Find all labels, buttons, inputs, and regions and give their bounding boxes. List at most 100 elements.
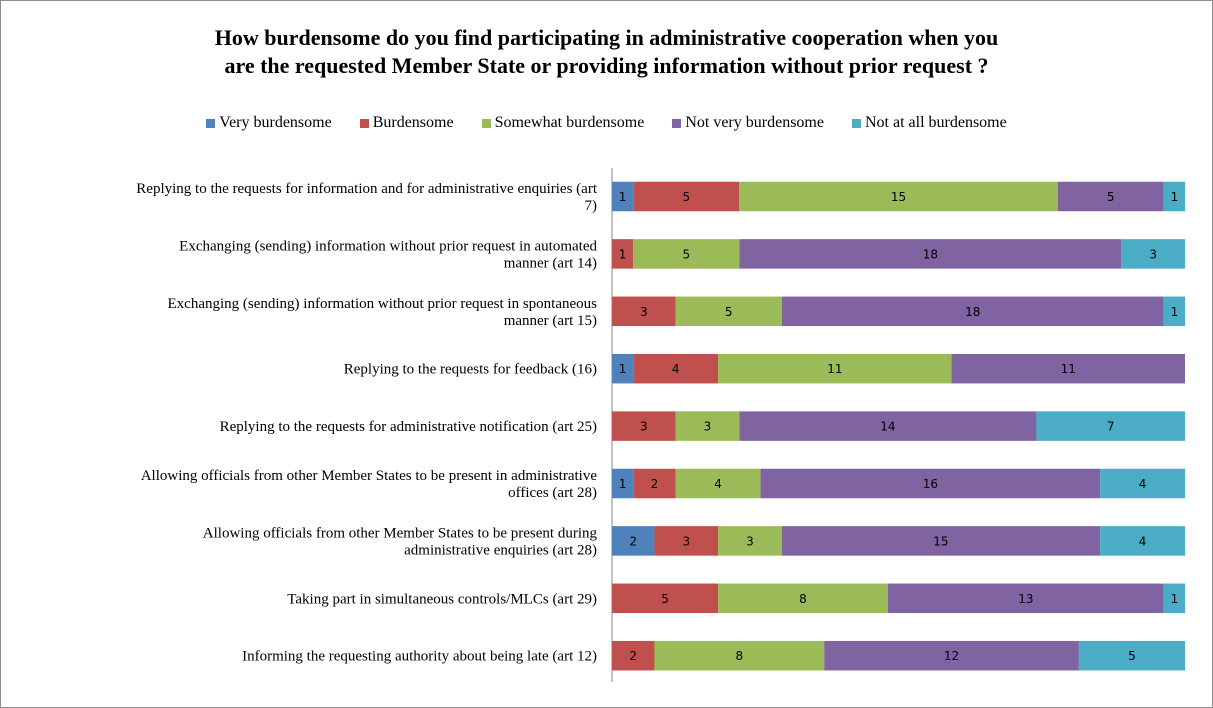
bar-segment <box>675 296 782 327</box>
bar-segment <box>718 353 952 384</box>
chart-title: How burdensome do you find participating… <box>60 24 1153 80</box>
data-label: 18 <box>965 305 980 319</box>
category-label-line: manner (art 14) <box>504 255 597 271</box>
category-label-line: Allowing officials from other Member Sta… <box>203 525 598 541</box>
legend-label: Not very burdensome <box>685 114 824 131</box>
category-label: Allowing officials from other Member Sta… <box>141 468 598 501</box>
data-label: 4 <box>714 477 722 491</box>
category-label-line: Taking part in simultaneous controls/MLC… <box>287 591 597 607</box>
category-label-line: Replying to the requests for feedback (1… <box>344 362 597 378</box>
bar-segment <box>612 640 655 671</box>
data-label: 8 <box>736 649 744 663</box>
bar-segment <box>760 468 1101 499</box>
data-label: 1 <box>1171 592 1179 606</box>
bar-segment <box>675 468 761 499</box>
bar-segment <box>612 526 655 556</box>
data-label: 1 <box>1171 305 1179 319</box>
bar-segment <box>612 411 676 441</box>
category-label-line: Exchanging (sending) information without… <box>179 238 597 254</box>
data-label: 5 <box>725 305 733 319</box>
data-label: 15 <box>891 190 906 204</box>
chart-title-line-2: are the requested Member State or provid… <box>224 53 989 78</box>
legend-label: Not at all burdensome <box>864 114 1007 131</box>
bar-segment <box>1078 640 1185 671</box>
category-label-line: offices (art 28) <box>508 485 597 501</box>
data-label: 5 <box>661 592 669 606</box>
legend-swatch <box>672 118 682 128</box>
legend-item-not-very-burdensome: Not very burdensome <box>672 114 824 132</box>
data-label: 2 <box>629 534 637 548</box>
bar-segment <box>739 239 1122 269</box>
bar-segment <box>1057 181 1164 212</box>
legend-item-not-at-all-burdensome: Not at all burdensome <box>851 114 1007 132</box>
data-label: 1 <box>619 362 627 376</box>
data-label: 3 <box>746 534 754 548</box>
data-label: 4 <box>672 362 680 376</box>
bar-segment <box>633 468 676 499</box>
legend-item-very-burdensome: Very burdensome <box>206 114 332 132</box>
bar-segment <box>654 640 825 671</box>
bar-segment <box>633 239 740 269</box>
legend-item-burdensome: Burdensome <box>359 114 454 132</box>
bar-segment <box>1100 468 1185 499</box>
bar-segment <box>612 583 719 614</box>
bar-segment <box>1121 239 1185 269</box>
data-label: 1 <box>1171 190 1179 204</box>
legend-label: Somewhat burdensome <box>494 114 645 131</box>
bar-segment <box>1100 526 1185 556</box>
category-label: Exchanging (sending) information without… <box>179 238 597 271</box>
data-label: 4 <box>1139 534 1147 548</box>
bar-segment <box>1163 181 1185 212</box>
bar-segment <box>612 296 676 327</box>
data-label: 7 <box>1107 420 1115 434</box>
data-label: 2 <box>629 649 637 663</box>
bar-segment <box>718 583 888 614</box>
bar-segment <box>1036 411 1185 441</box>
category-label-line: Allowing officials from other Member Sta… <box>141 468 598 484</box>
data-label: 5 <box>1128 649 1136 663</box>
bar-segment <box>781 296 1164 327</box>
data-label: 3 <box>682 534 690 548</box>
bar-segment <box>951 353 1185 384</box>
data-label: 5 <box>1107 190 1115 204</box>
category-label: Taking part in simultaneous controls/MLC… <box>287 591 597 607</box>
category-label: Informing the requesting authority about… <box>242 649 597 665</box>
legend-label: Burdensome <box>372 114 454 131</box>
bar-segment <box>633 353 719 384</box>
bar-segment <box>824 640 1079 671</box>
bar-segment <box>612 239 634 269</box>
legend-label: Very burdensome <box>219 114 332 131</box>
data-label: 12 <box>944 649 959 663</box>
data-label: 18 <box>923 247 938 261</box>
bar-segment <box>887 583 1164 614</box>
category-label-line: Informing the requesting authority about… <box>242 649 597 665</box>
bar-segment <box>654 526 719 556</box>
data-label: 1 <box>619 477 627 491</box>
data-label: 11 <box>1061 362 1076 376</box>
chart-legend: Very burdensome Burdensome Somewhat burd… <box>0 114 1213 132</box>
data-label: 15 <box>933 534 948 548</box>
category-label: Replying to the requests for information… <box>136 181 598 214</box>
legend-swatch <box>481 118 491 128</box>
bar-segment <box>612 181 634 212</box>
legend-swatch <box>359 118 369 128</box>
bar-segment <box>781 526 1101 556</box>
category-label-line: Replying to the requests for information… <box>136 181 598 197</box>
data-label: 14 <box>880 420 895 434</box>
legend-item-somewhat-burdensome: Somewhat burdensome <box>481 114 645 132</box>
data-label: 1 <box>619 190 627 204</box>
category-label: Exchanging (sending) information without… <box>168 296 598 329</box>
data-label: 3 <box>640 420 648 434</box>
bar-segment <box>718 526 782 556</box>
category-label: Replying to the requests for feedback (1… <box>344 362 597 378</box>
bar-segment <box>612 468 634 499</box>
data-label: 13 <box>1018 592 1033 606</box>
data-label: 16 <box>923 477 938 491</box>
data-label: 5 <box>682 190 690 204</box>
chart-title-line-1: How burdensome do you find participating… <box>214 25 999 50</box>
category-label-line: 7) <box>585 198 598 214</box>
data-label: 8 <box>799 592 807 606</box>
data-label: 2 <box>651 477 659 491</box>
data-label: 3 <box>1149 247 1157 261</box>
